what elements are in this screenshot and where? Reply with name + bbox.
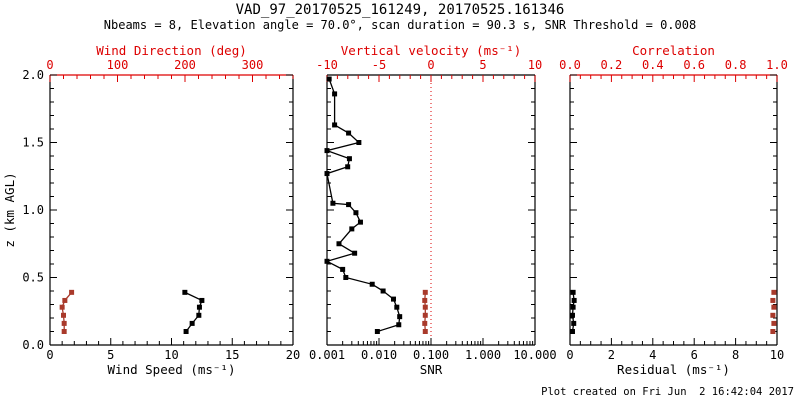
- snr-profile-markers: [324, 76, 403, 334]
- bottom-axis-title: SNR: [420, 362, 443, 377]
- x-tick-label: 10.000: [513, 348, 556, 362]
- x-tick-label: 15: [225, 348, 239, 362]
- x-tick-label: 0.001: [309, 348, 345, 362]
- top-tick-label: 0.8: [725, 58, 747, 72]
- x-tick-label: 4: [649, 348, 656, 362]
- panel-residual: 0 2 4 6 8 10 Residual (ms⁻¹) 0.0 0.2 0.4 0.6 0.8 1.0…: [559, 43, 788, 377]
- y-tick-label: 1.0: [22, 203, 44, 217]
- x-tick-label: 6: [691, 348, 698, 362]
- x-tick-label: 20: [286, 348, 300, 362]
- residual-markers: [569, 289, 577, 334]
- bottom-axis-title: Wind Speed (ms⁻¹): [108, 362, 236, 377]
- top-tick-label: 0.0: [559, 58, 581, 72]
- top-tick-label: 1.0: [766, 58, 788, 72]
- x-tick-label: 0.010: [361, 348, 397, 362]
- x-tick-label: 0: [46, 348, 53, 362]
- wind-direction-markers: [59, 289, 75, 334]
- top-axis-title: Correlation: [632, 43, 715, 58]
- y-tick-label: 0.0: [22, 338, 44, 352]
- top-tick-label: 0: [46, 58, 53, 72]
- top-tick-label: 300: [242, 58, 264, 72]
- wind-speed-markers: [182, 289, 205, 334]
- plot-subtitle: Nbeams = 8, Elevation angle = 70.0°, sca…: [103, 18, 697, 32]
- x-tick-label: 2: [608, 348, 615, 362]
- x-tick-label: 8: [732, 348, 739, 362]
- x-tick-label: 10: [164, 348, 178, 362]
- y-tick-label: 0.5: [22, 271, 44, 285]
- x-tick-label: 0.100: [413, 348, 449, 362]
- x-tick-label: 1.000: [465, 348, 501, 362]
- bottom-axis-title: Residual (ms⁻¹): [617, 362, 730, 377]
- y-tick-label: 1.5: [22, 136, 44, 150]
- top-tick-label: 100: [107, 58, 129, 72]
- top-tick-label: 0.4: [642, 58, 664, 72]
- top-axis-title: Vertical velocity (ms⁻¹): [341, 43, 522, 58]
- snr-profile-line: [324, 78, 401, 333]
- top-tick-label: 10: [528, 58, 542, 72]
- x-tick-label: 0: [566, 348, 573, 362]
- top-tick-label: 0.6: [683, 58, 705, 72]
- top-tick-label: 0.2: [601, 58, 623, 72]
- plot-title: VAD_97_20170525_161249, 20170525.161346: [235, 2, 565, 18]
- top-axis-title: Wind Direction (deg): [96, 43, 247, 58]
- plot-created-timestamp: Plot created on Fri Jun 2 16:42:04 2017: [541, 386, 794, 398]
- panel-wind: 0 5 10 15 20 Wind Speed (ms⁻¹) 0 100 200 300Wind …: [46, 43, 300, 377]
- y-axis: 0.0 0.5 1.0 1.5 2.0 z (km AGL): [2, 68, 44, 352]
- top-tick-label: -10: [316, 58, 338, 72]
- y-axis-title: z (km AGL): [2, 172, 17, 247]
- top-tick-label: 5: [479, 58, 486, 72]
- top-tick-label: 200: [174, 58, 196, 72]
- x-tick-label: 10: [770, 348, 784, 362]
- x-tick-label: 5: [107, 348, 114, 362]
- top-tick-label: -5: [372, 58, 386, 72]
- panel-snr: 0.001 0.010 0.100 1.000 10.000 SNR -10 -5 0 5 10 Ve…: [309, 43, 557, 377]
- vertical-velocity-markers: [422, 289, 428, 334]
- y-tick-label: 2.0: [22, 68, 44, 82]
- top-tick-label: 0: [427, 58, 434, 72]
- correlation-markers: [770, 289, 777, 334]
